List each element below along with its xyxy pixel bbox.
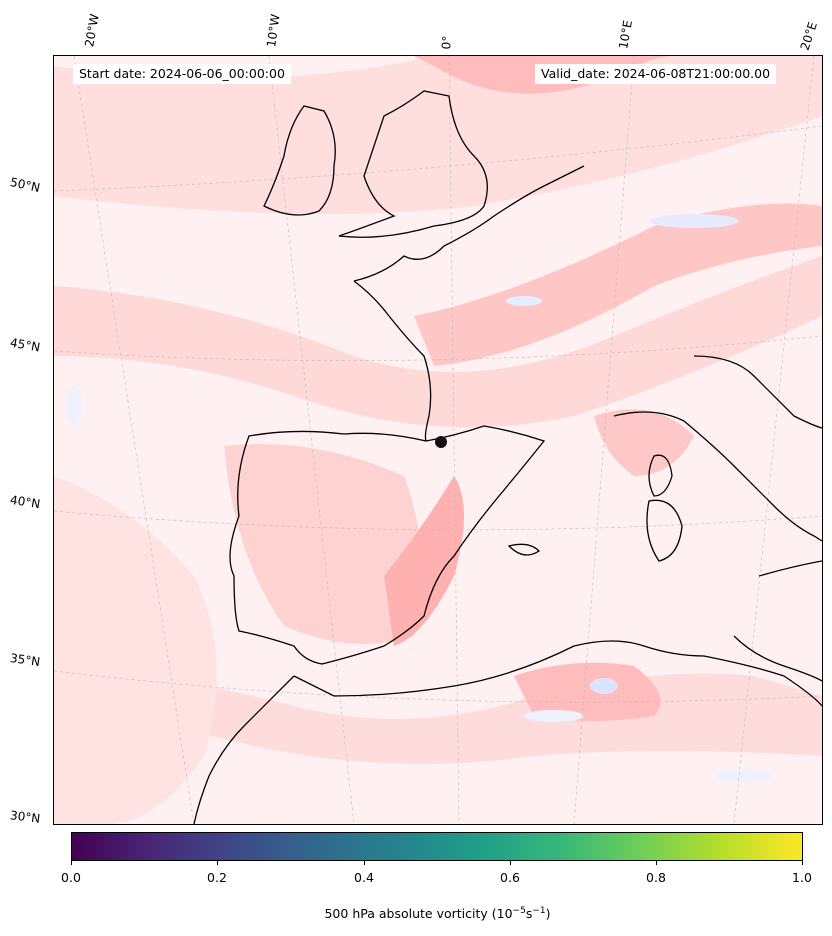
lon-label-20e: 20°E (797, 20, 820, 52)
colorbar-label-0: 0.0 (61, 870, 81, 885)
colorbar (71, 832, 803, 861)
coast-sicily (758, 560, 822, 577)
colorbar-title-sup2: −1 (532, 906, 546, 916)
coast-ireland (263, 105, 336, 216)
field-blue-patch-4 (524, 710, 584, 722)
field-blue-patch-1 (649, 214, 739, 228)
colorbar-tick-5 (802, 861, 803, 865)
field-band-iberia-strong (384, 476, 464, 646)
lon-label-20w: 20°W (82, 12, 102, 48)
lat-label-30n: 30°N (9, 808, 41, 826)
coast-iberia (229, 425, 546, 665)
lat-label-45n: 45°N (9, 335, 42, 355)
colorbar-tick-3 (510, 861, 511, 865)
coast-tunisia (733, 635, 822, 682)
field-band-italy (594, 409, 694, 476)
field-band-north (54, 56, 822, 214)
colorbar-title-main: 500 hPa absolute vorticity (10 (324, 906, 513, 922)
lon-label-10e: 10°E (616, 19, 636, 50)
colorbar-label-3: 0.6 (500, 870, 520, 885)
field-blue-patch-3 (590, 678, 618, 694)
colorbar-tick-1 (217, 861, 218, 865)
coast-italy (613, 411, 822, 542)
lon-label-10w: 10°W (264, 13, 283, 48)
colorbar-title: 500 hPa absolute vorticity (10−5s−1) (0, 906, 832, 921)
colorbar-label-4: 0.8 (646, 870, 666, 885)
field-blue-patch-6 (714, 770, 774, 782)
colorbar-tick-2 (364, 861, 365, 865)
field-band-west (54, 476, 217, 824)
coast-france-north (353, 165, 585, 282)
coast-north-africa (293, 640, 822, 707)
coast-italy-north (693, 355, 822, 429)
colorbar-label-5: 1.0 (792, 870, 812, 885)
coast-morocco (193, 675, 295, 824)
coast-sardinia (646, 499, 683, 562)
field-blue-patch-5 (66, 386, 82, 426)
field-band-algeria (514, 662, 661, 721)
location-marker (435, 436, 447, 448)
field-band-diagonal (414, 203, 822, 366)
coastlines (193, 90, 822, 824)
field-blue-patch-2 (506, 296, 542, 306)
coast-balearics (507, 543, 541, 556)
map-panel (53, 55, 823, 825)
colorbar-tick-4 (656, 861, 657, 865)
lat-label-35n: 35°N (9, 650, 42, 670)
coast-britain (338, 90, 488, 238)
colorbar-label-2: 0.4 (354, 870, 374, 885)
field-band-central (54, 256, 822, 428)
lat-label-50n: 50°N (8, 175, 42, 195)
coast-brittany (353, 280, 432, 442)
colorbar-title-end: ) (545, 906, 551, 922)
field-band-iberia (224, 444, 422, 644)
colorbar-title-sup1: −5 (512, 906, 526, 916)
start-date-label: Start date: 2024-06-06_00:00:00 (73, 64, 291, 84)
lat-label-40n: 40°N (9, 492, 42, 512)
colorbar-label-1: 0.2 (207, 870, 227, 885)
vorticity-map (54, 56, 822, 824)
colorbar-title-mid: s (525, 906, 533, 922)
coast-corsica (648, 454, 673, 497)
colorbar-tick-0 (71, 861, 72, 865)
lon-label-0: 0° (439, 35, 455, 50)
valid-date-label: Valid_date: 2024-06-08T21:00:00.00 (535, 64, 777, 84)
